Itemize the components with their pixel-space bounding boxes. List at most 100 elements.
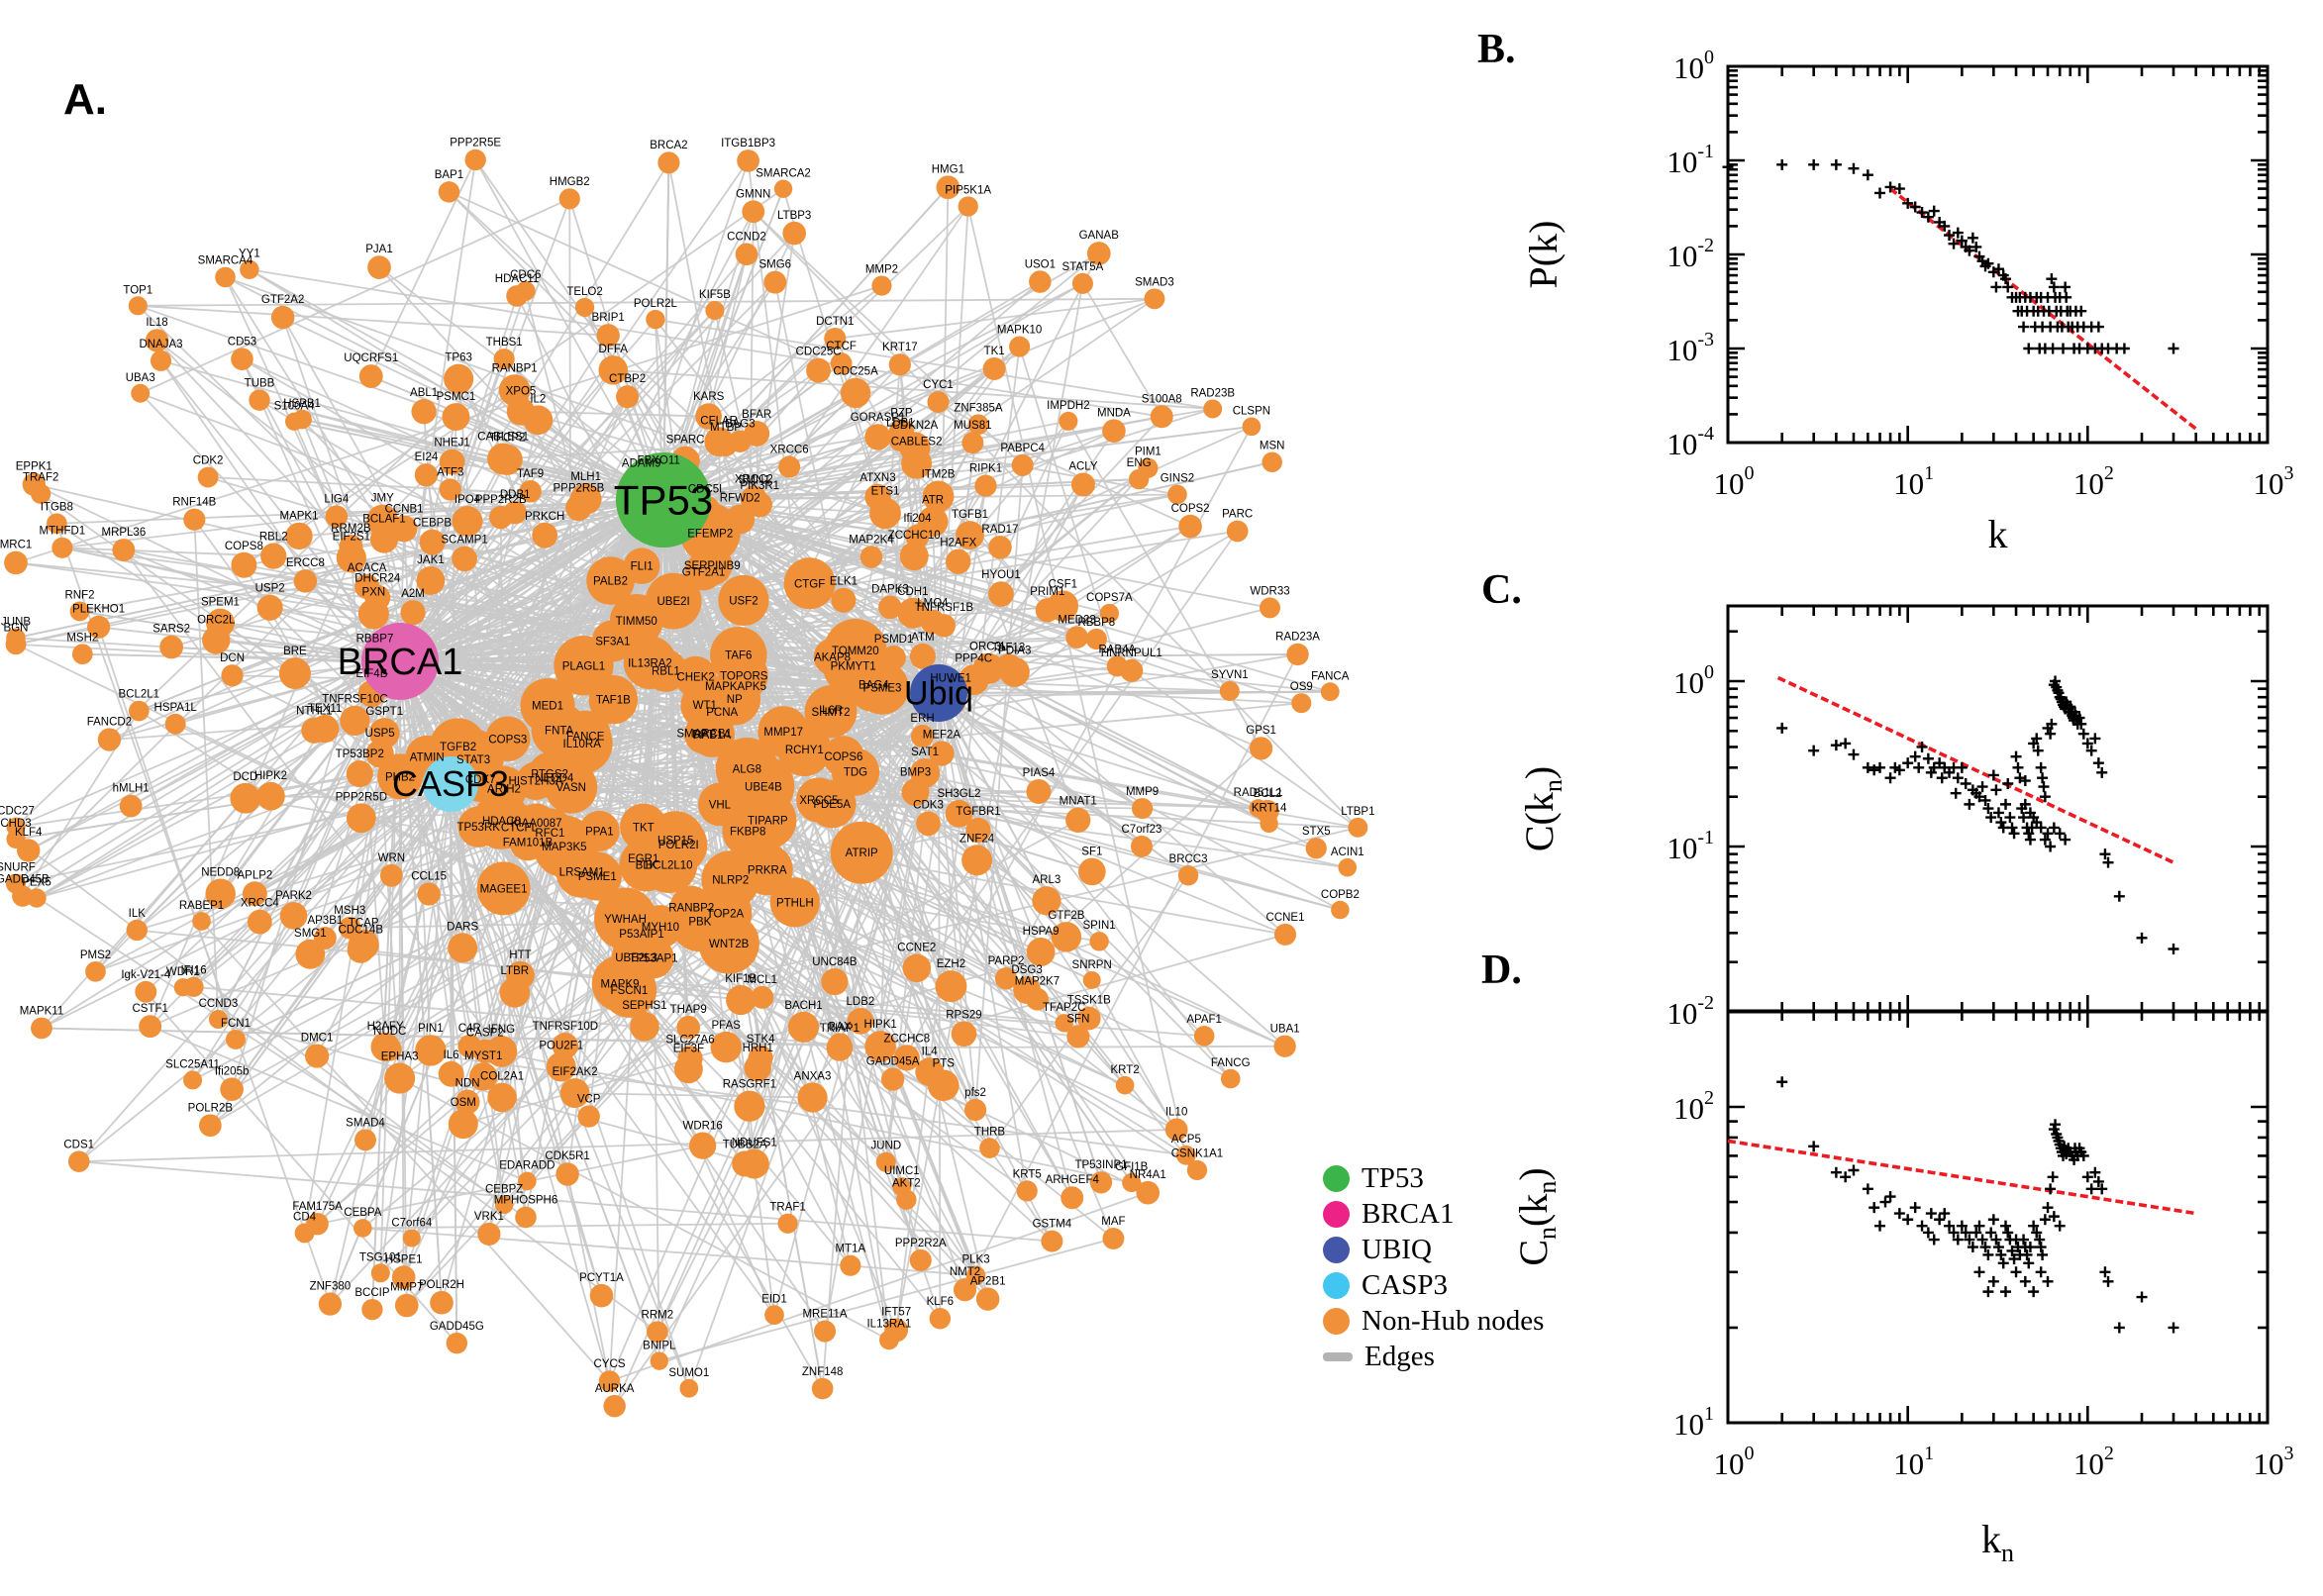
non-hub-node[interactable] [469, 1062, 498, 1091]
non-hub-node[interactable] [247, 909, 272, 935]
non-hub-node[interactable] [150, 349, 172, 371]
non-hub-node[interactable] [1099, 603, 1120, 624]
non-hub-node[interactable] [340, 705, 370, 736]
non-hub-node[interactable] [1071, 272, 1093, 294]
non-hub-node[interactable] [1256, 799, 1279, 824]
non-hub-node[interactable] [673, 1054, 703, 1084]
non-hub-node[interactable] [1082, 970, 1101, 989]
non-hub-node[interactable] [688, 1132, 717, 1159]
non-hub-node[interactable] [1273, 1035, 1296, 1057]
non-hub-node[interactable] [875, 1151, 896, 1172]
non-hub-node[interactable] [764, 1305, 784, 1326]
non-hub-node[interactable] [899, 542, 929, 571]
non-hub-node[interactable] [515, 281, 536, 301]
non-hub-node[interactable] [1130, 835, 1153, 857]
non-hub-node[interactable] [830, 352, 853, 375]
non-hub-node[interactable] [361, 1298, 383, 1321]
non-hub-node[interactable] [704, 427, 734, 456]
non-hub-node[interactable] [824, 327, 847, 350]
non-hub-node[interactable] [588, 674, 639, 725]
non-hub-node[interactable] [1041, 1230, 1063, 1252]
non-hub-node[interactable] [391, 1265, 416, 1289]
non-hub-node[interactable] [354, 1219, 372, 1238]
non-hub-node[interactable] [910, 725, 935, 748]
non-hub-node[interactable] [994, 967, 1018, 990]
non-hub-node[interactable] [737, 150, 759, 172]
non-hub-node[interactable] [840, 1254, 861, 1276]
non-hub-node[interactable] [591, 955, 649, 1012]
non-hub-node[interactable] [438, 181, 460, 203]
non-hub-node[interactable] [558, 188, 580, 210]
non-hub-node[interactable] [208, 1010, 228, 1030]
non-hub-node[interactable] [979, 1138, 1000, 1158]
non-hub-node[interactable] [1177, 865, 1199, 886]
non-hub-node[interactable] [1175, 1145, 1196, 1165]
non-hub-node[interactable] [988, 581, 1014, 607]
non-hub-node[interactable] [831, 748, 880, 796]
non-hub-node[interactable] [240, 259, 259, 279]
non-hub-node[interactable] [953, 1278, 977, 1302]
non-hub-node[interactable] [518, 1171, 537, 1191]
non-hub-node[interactable] [318, 1292, 343, 1316]
non-hub-node[interactable] [961, 845, 993, 876]
non-hub-node[interactable] [400, 600, 426, 626]
non-hub-node[interactable] [1131, 797, 1154, 820]
non-hub-node[interactable] [439, 478, 461, 501]
non-hub-node[interactable] [927, 391, 950, 413]
non-hub-node[interactable] [1115, 1075, 1135, 1095]
non-hub-node[interactable] [183, 1070, 203, 1090]
non-hub-node[interactable] [221, 664, 244, 687]
non-hub-node[interactable] [1026, 987, 1049, 1011]
non-hub-node[interactable] [1009, 336, 1031, 357]
non-hub-node[interactable] [909, 1248, 932, 1271]
non-hub-node[interactable] [145, 329, 169, 352]
non-hub-node[interactable] [231, 348, 253, 370]
non-hub-node[interactable] [1032, 886, 1061, 916]
non-hub-node[interactable] [292, 409, 312, 430]
non-hub-node[interactable] [869, 497, 901, 530]
non-hub-node[interactable] [1320, 682, 1340, 702]
non-hub-node[interactable] [821, 967, 849, 996]
non-hub-node[interactable] [1249, 737, 1273, 760]
non-hub-node[interactable] [417, 882, 441, 906]
non-hub-node[interactable] [452, 546, 477, 572]
non-hub-node[interactable] [710, 1031, 742, 1063]
non-hub-node[interactable] [814, 1320, 837, 1343]
non-hub-node[interactable] [847, 1008, 874, 1035]
non-hub-node[interactable] [880, 1067, 905, 1091]
non-hub-node[interactable] [384, 1062, 416, 1094]
non-hub-node[interactable] [325, 505, 349, 528]
non-hub-node[interactable] [972, 652, 1004, 684]
non-hub-node[interactable] [1055, 1014, 1073, 1033]
non-hub-node[interactable] [961, 432, 984, 454]
non-hub-node[interactable] [1078, 857, 1106, 886]
non-hub-node[interactable] [609, 593, 663, 648]
non-hub-node[interactable] [128, 296, 148, 316]
non-hub-node[interactable] [242, 881, 267, 907]
non-hub-node[interactable] [796, 777, 842, 823]
non-hub-node[interactable] [1060, 1186, 1084, 1210]
non-hub-node[interactable] [477, 1222, 501, 1247]
non-hub-node[interactable] [646, 309, 665, 330]
non-hub-node[interactable] [988, 535, 1012, 559]
non-hub-node[interactable] [1089, 932, 1109, 951]
non-hub-node[interactable] [901, 448, 933, 479]
non-hub-node[interactable] [1029, 270, 1052, 293]
non-hub-node[interactable] [515, 1206, 537, 1229]
non-hub-node[interactable] [657, 151, 680, 174]
hub-node-ubiq[interactable] [910, 664, 967, 722]
non-hub-node[interactable] [503, 500, 527, 525]
non-hub-node[interactable] [164, 713, 186, 735]
non-hub-node[interactable] [1136, 1180, 1161, 1205]
non-hub-node[interactable] [695, 403, 723, 430]
non-hub-node[interactable] [202, 626, 231, 654]
non-hub-node[interactable] [97, 728, 122, 751]
non-hub-node[interactable] [438, 1060, 464, 1087]
non-hub-node[interactable] [311, 714, 340, 744]
non-hub-node[interactable] [1065, 626, 1088, 649]
non-hub-node[interactable] [741, 844, 793, 896]
non-hub-node[interactable] [294, 1223, 315, 1244]
non-hub-node[interactable] [131, 383, 151, 403]
non-hub-node[interactable] [922, 480, 955, 513]
non-hub-node[interactable] [871, 275, 892, 296]
